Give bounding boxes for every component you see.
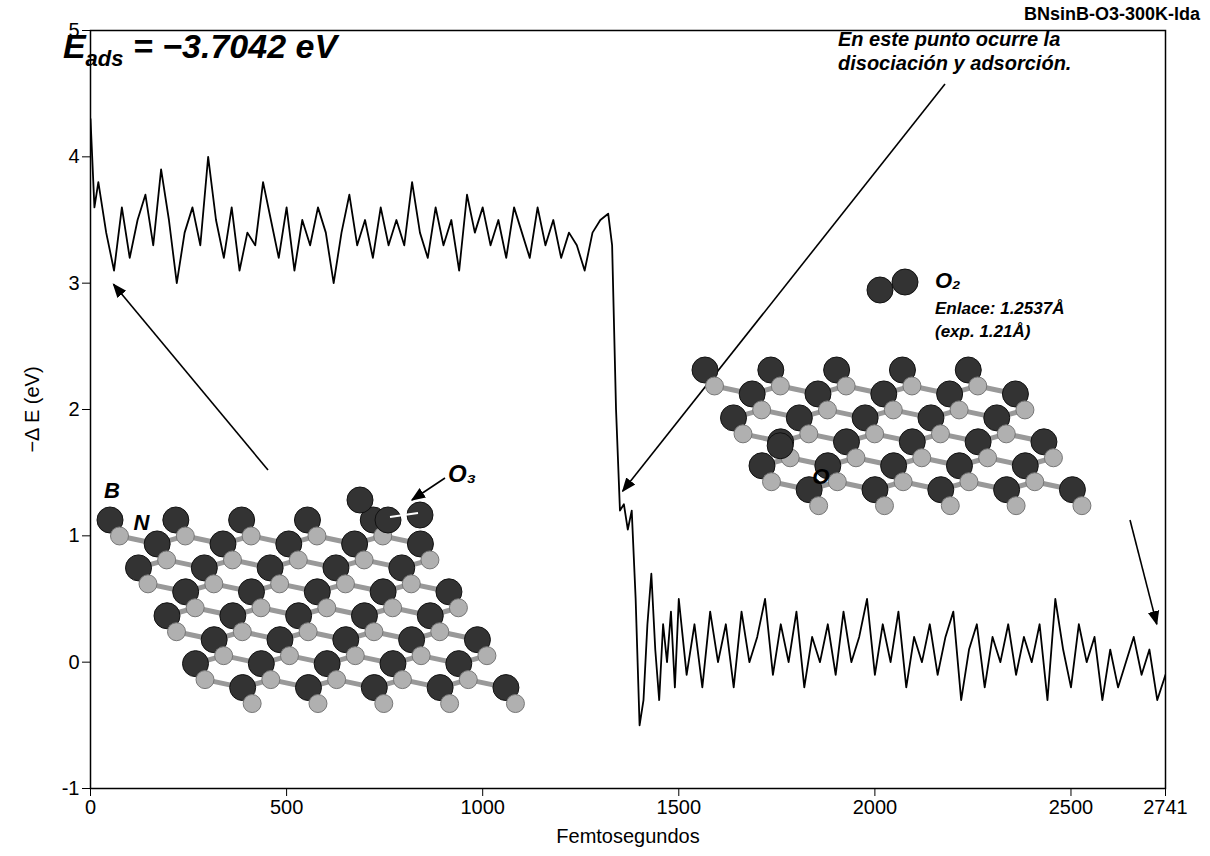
- svg-text:O₂: O₂: [935, 268, 961, 293]
- svg-text:500: 500: [270, 796, 303, 818]
- svg-text:Femtosegundos: Femtosegundos: [556, 825, 699, 847]
- svg-text:O₃: O₃: [448, 460, 476, 487]
- svg-text:Enlace: 1.2537Å: Enlace: 1.2537Å: [935, 299, 1064, 318]
- svg-text:(exp. 1.21Å): (exp. 1.21Å): [935, 322, 1031, 341]
- svg-text:2000: 2000: [853, 796, 898, 818]
- svg-text:BNsinB-O3-300K-lda: BNsinB-O3-300K-lda: [1024, 4, 1201, 24]
- svg-text:O: O: [812, 464, 829, 489]
- svg-text:Eads = −3.7042 eV: Eads = −3.7042 eV: [63, 27, 341, 71]
- svg-text:1: 1: [68, 524, 79, 546]
- svg-text:4: 4: [68, 145, 79, 167]
- svg-text:3: 3: [68, 272, 79, 294]
- svg-text:B: B: [104, 478, 120, 503]
- svg-text:1000: 1000: [460, 796, 505, 818]
- svg-text:2: 2: [68, 398, 79, 420]
- svg-text:N: N: [134, 510, 151, 535]
- svg-text:En este punto ocurre la: En este punto ocurre la: [838, 28, 1060, 50]
- svg-text:−Δ E (eV): −Δ E (eV): [21, 366, 43, 452]
- svg-text:2741: 2741: [1143, 796, 1188, 818]
- svg-text:0: 0: [85, 796, 96, 818]
- svg-text:2500: 2500: [1049, 796, 1094, 818]
- svg-text:0: 0: [68, 651, 79, 673]
- svg-text:-1: -1: [62, 777, 80, 799]
- svg-text:1500: 1500: [657, 796, 702, 818]
- svg-text:disociación y adsorción.: disociación y adsorción.: [838, 52, 1071, 74]
